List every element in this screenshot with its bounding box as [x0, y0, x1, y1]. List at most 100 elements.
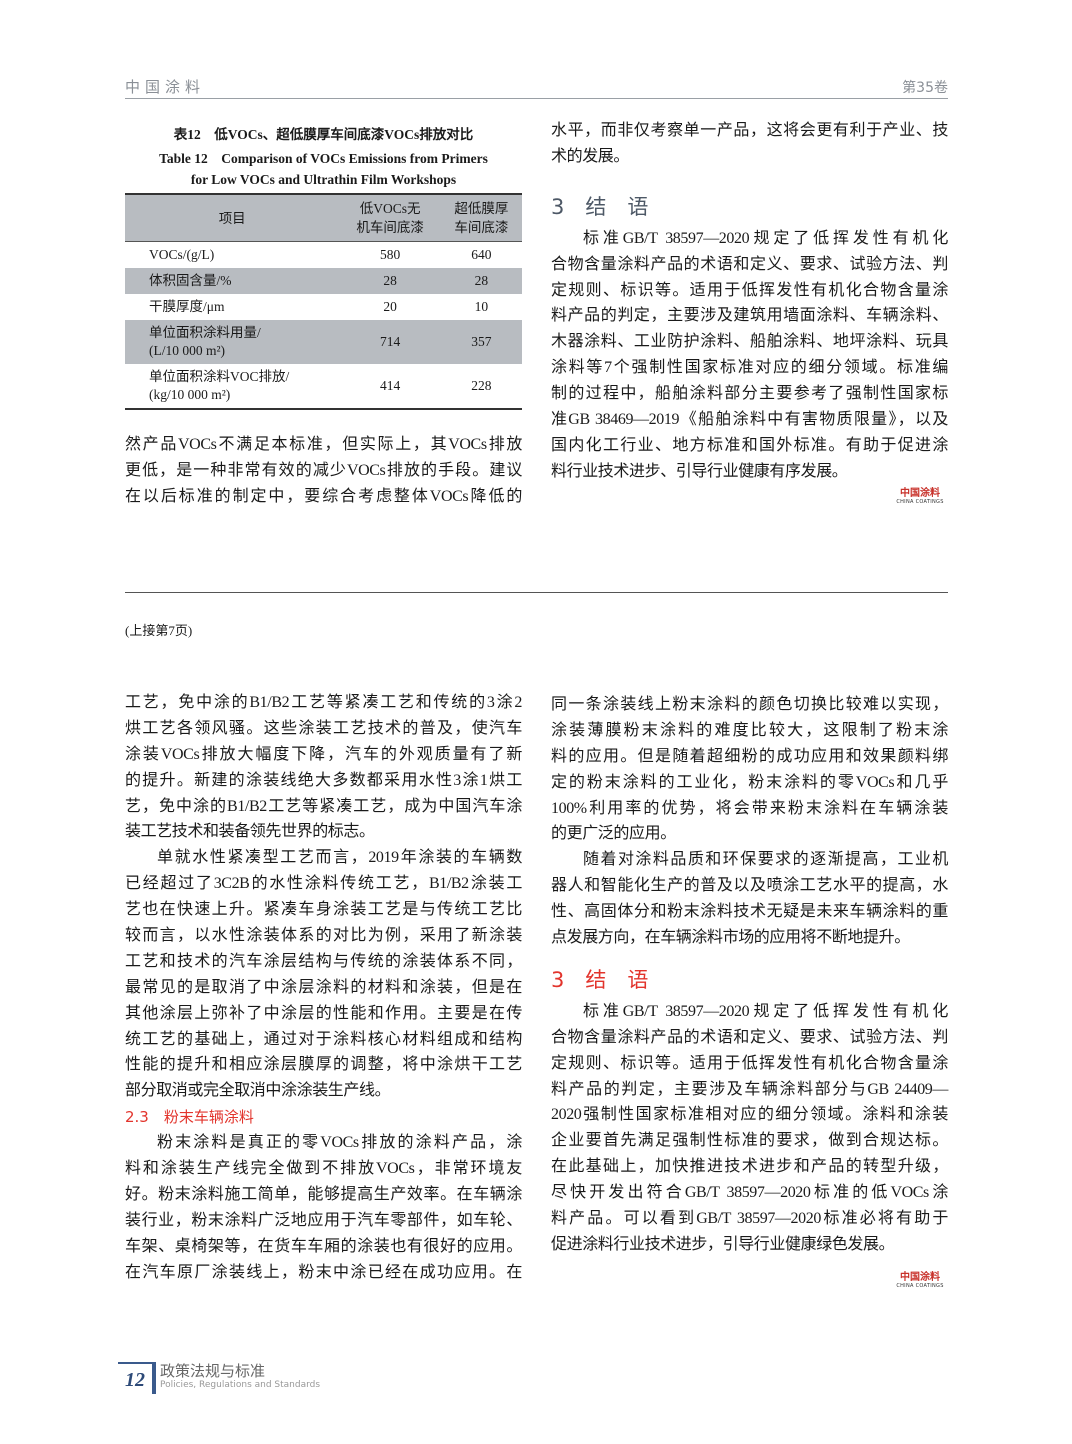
cell: 28 [440, 268, 522, 294]
section-heading-conclusion: 3 结 语 [551, 194, 649, 219]
text-line: 料产品的判定，主要涉及车辆涂料部分与GB 24409— [551, 1080, 948, 1098]
table-caption-cn: 表12 低VOCs、超低膜厚车间底漆VOCs排放对比 [173, 127, 474, 142]
text-line: 的更广泛的应用。 [551, 825, 676, 843]
footer-section-cn: 政策法规与标准 [160, 1362, 266, 1380]
text-line: 工艺，免中涂的B1/B2工艺等紧凑工艺和传统的3涂2 [125, 694, 522, 711]
top-left-text: 然产品VOCs不满足本标准，但实际上，其VOCs排放 更低，是一种非常有效的减少V… [125, 432, 522, 510]
text-line: 在以后标准的制定中，要综合考虑整体VOCs降低的 [125, 487, 522, 505]
text-line: 涂装薄膜粉末涂料的难度比较大，这限制了粉末涂 [551, 721, 948, 739]
cell: 414 [379, 378, 401, 393]
header-ultrathin: 超低膜厚 车间底漆 [440, 194, 522, 242]
text-line: 性、高固体分和粉末涂料技术无疑是未来车辆涂料的重 [551, 903, 948, 921]
header-item: 项目 [125, 194, 340, 242]
cell: 714 [339, 320, 441, 364]
text-line: 工艺和技术的汽车涂层结构与传统的涂装体系不同， [125, 952, 522, 970]
text-line: 在此基础上，加快推进技术进步和产品的转型升级， [551, 1158, 948, 1176]
cell: 580 [379, 247, 401, 262]
text-line: 同一条涂装线上粉末涂料的颜色切换比较难以实现， [551, 696, 948, 713]
text-line: 料产品的判定，主要涉及建筑用墙面涂料、车辆涂料、 [551, 307, 948, 325]
text-line: 艺也在快速上升。紧凑车身涂装工艺是与传统工艺比 [125, 901, 522, 919]
table-caption-en: Table 12 Comparison of VOCs Emissions fr… [90, 148, 557, 190]
text-line: 料的应用。但是随着超细粉的成功应用和效果颜料绑 [551, 747, 948, 765]
bottom-right-text: 同一条涂装线上粉末涂料的颜色切换比较难以实现， 涂装薄膜粉末涂料的难度比较大，这限… [551, 692, 948, 1258]
text-line: 水平，而非仅考察单一产品，这将会更有利于产业、技 [551, 122, 948, 139]
table-row: 干膜厚度/μm 20 10 [125, 294, 522, 320]
text-line: 定规则、标识等。适用于低挥发性有机化合物含量涂 [551, 1054, 948, 1072]
text-line: 木器涂料、工业防护涂料、船舶涂料、地坪涂料、玩具 [551, 333, 948, 351]
text-line: 在汽车原厂涂装线上，粉末中涂已经在成功应用。在 [125, 1263, 522, 1281]
text-line: 料和涂装生产线完全做到不排放VOCs，非常环境友 [125, 1160, 522, 1178]
bottom-left-text: 工艺，免中涂的B1/B2工艺等紧凑工艺和传统的3涂2 烘工艺各领风骚。这些涂装工艺… [125, 690, 522, 1286]
table-row: VOCs/(g/L) 580 640 [125, 242, 522, 269]
text-line: 其他涂层上弥补了中涂层的性能和作用。主要是在传 [125, 1004, 522, 1022]
text-line: 尽快开发出符合GB/T 38597—2020标准的低VOCs涂 [551, 1184, 948, 1202]
text-line: 较而言，以水性涂装体系的对比为例，采用了新涂装 [125, 927, 522, 945]
table-caption-en-line1: Table 12 Comparison of VOCs Emissions fr… [159, 151, 488, 166]
text-line: 2020强制性国家标准相对应的细分领域。涂料和涂装 [551, 1106, 948, 1124]
table-header-row: 项目 低VOCs无 机车间底漆 超低膜厚 车间底漆 [125, 194, 522, 242]
text-line: 最常见的是取消了中涂层涂料的材料和涂装，但是在 [125, 978, 522, 996]
text-line: 已经超过了3C2B的水性涂料传统工艺，B1/B2涂装工 [125, 875, 522, 893]
china-coatings-logo-2: 中国涂料 CHINA COATINGS [896, 1272, 944, 1289]
cell: 28 [339, 268, 441, 294]
cell: 357 [440, 320, 522, 364]
text-line: 准GB 38469—2019《船舶涂料中有害物质限量》，以及 [551, 411, 948, 429]
text-line: 烘工艺各领风骚。这些涂装工艺技术的普及，使汽车 [125, 719, 522, 737]
cell: 10 [474, 299, 489, 314]
cell: 228 [471, 378, 492, 393]
continued-note: (上接第7页) [125, 623, 193, 638]
text-line: 粉末涂料是真正的零VOCs排放的涂料产品，涂 [157, 1134, 522, 1152]
text-line: 装工艺技术和装备领先世界的标志。 [125, 823, 375, 841]
header-divider [125, 98, 948, 99]
page-number: 12 [118, 1362, 156, 1394]
section-divider [125, 592, 948, 593]
text-line: 更低，是一种非常有效的减少VOCs排放的手段。建议 [125, 461, 522, 479]
china-coatings-logo: 中国涂料 CHINA COATINGS [896, 488, 944, 505]
text-line: 合物含量涂料产品的术语和定义、要求、试验方法、判 [551, 1028, 948, 1046]
text-line: 单就水性紧凑型工艺而言，2019年涂装的车辆数 [157, 849, 522, 867]
table-row: 单位面积涂料VOC排放/ (kg/10 000 m²) 414 228 [125, 364, 522, 409]
volume-label: 第35卷 [902, 80, 948, 96]
text-line: 随着对涂料品质和环保要求的逐渐提高，工业机 [583, 851, 948, 869]
text-line: 部分取消或完全取消中涂涂装生产线。 [125, 1082, 391, 1100]
header-low-voc: 低VOCs无 机车间底漆 [339, 194, 441, 242]
text-line: 标准GB/T 38597—2020规定了低挥发性有机化 [583, 229, 948, 247]
text-line: 合物含量涂料产品的术语和定义、要求、试验方法、判 [551, 255, 948, 273]
voc-comparison-table: 项目 低VOCs无 机车间底漆 超低膜厚 车间底漆 VOCs/(g/L) 580 6… [125, 193, 522, 410]
row-label: 干膜厚度/μm [149, 299, 225, 314]
text-line: 点发展方向，在车辆涂料市场的应用将不断地提升。 [551, 929, 910, 947]
cell: 640 [471, 247, 492, 262]
footer-section-en: Policies, Regulations and Standards [160, 1380, 321, 1390]
row-label: VOCs/(g/L) [149, 247, 215, 262]
table-caption-en-line2: for Low VOCs and Ultrathin Film Workshop… [190, 172, 457, 187]
table-row: 体积固含量/% 28 28 [125, 268, 522, 294]
text-line: 好。粉末涂料施工简单，能够提高生产效率。在车辆涂 [125, 1186, 522, 1204]
journal-name: 中国涂料 [125, 78, 206, 96]
section-heading-conclusion-2: 3 结 语 [551, 967, 649, 992]
text-line: 制的过程中，船舶涂料部分主要参考了强制性国家标 [551, 385, 948, 403]
text-line: 然产品VOCs不满足本标准，但实际上，其VOCs排放 [125, 436, 522, 453]
text-line: 定的粉末涂料的工业化，粉末涂料的零VOCs和几乎 [551, 773, 948, 791]
text-line: 企业要首先满足强制性标准的要求，做到合规达标。 [551, 1132, 948, 1150]
text-line: 涂料等7个强制性国家标准对应的细分领域。标准编 [551, 359, 948, 377]
top-right-text: 水平，而非仅考察单一产品，这将会更有利于产业、技 术的发展。 3 结 语 标准GB… [551, 118, 948, 485]
text-line: 促进涂料行业技术进步，引导行业健康绿色发展。 [551, 1235, 895, 1253]
text-line: 定规则、标识等。适用于低挥发性有机化合物含量涂 [551, 281, 948, 299]
subsection-heading-powder: 2.3 粉末车辆涂料 [125, 1108, 254, 1127]
text-line: 装行业，粉末涂料广泛地应用于汽车零部件，如车轮、 [125, 1211, 522, 1229]
text-line: 术的发展。 [551, 147, 630, 165]
text-line: 国内化工行业、地方标准和国外标准。有助于促进涂 [551, 436, 948, 454]
text-line: 100%利用率的优势，将会带来粉末涂料在车辆涂装 [551, 799, 948, 817]
table-row: 单位面积涂料用量/ (L/10 000 m²) 714 357 [125, 320, 522, 364]
cell: 20 [383, 299, 397, 314]
text-line: 料行业技术进步、引导行业健康有序发展。 [551, 462, 848, 480]
text-line: 性能的提升和相应涂层膜厚的调整，将中涂烘干工艺 [125, 1056, 522, 1074]
text-line: 的提升。新建的涂装线绝大多数都采用水性3涂1烘工 [125, 771, 522, 789]
text-line: 涂装VOCs排放大幅度下降，汽车的外观质量有了新 [125, 745, 522, 763]
text-line: 车架、桌椅架等，在货车车厢的涂装也有很好的应用。 [125, 1237, 522, 1255]
row-label: 单位面积涂料用量/ (L/10 000 m²) [125, 320, 340, 364]
text-line: 标准GB/T 38597—2020规定了低挥发性有机化 [583, 1002, 948, 1020]
text-line: 器人和智能化生产的普及以及喷涂工艺水平的提高，水 [551, 877, 948, 895]
row-label: 单位面积涂料VOC排放/ (kg/10 000 m²) [149, 369, 290, 402]
row-label: 体积固含量/% [125, 268, 340, 294]
